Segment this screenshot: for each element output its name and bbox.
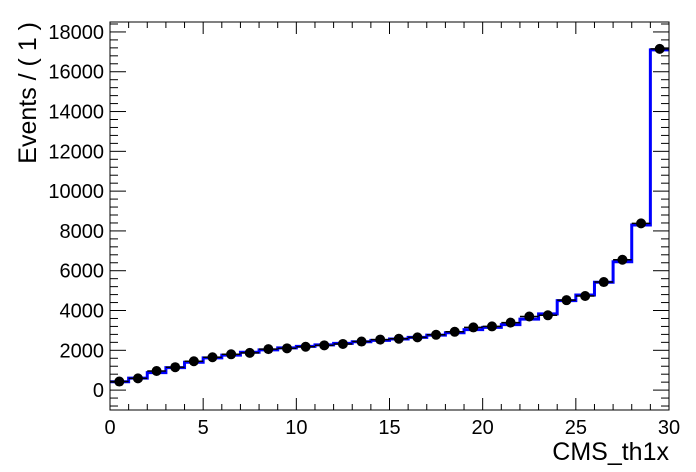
y-tick-label: 8000 bbox=[60, 221, 105, 243]
y-tick-label: 10000 bbox=[48, 181, 104, 203]
data-point bbox=[282, 343, 293, 354]
data-point bbox=[468, 322, 479, 333]
x-axis: 0 5 10 15 20 25 30 bbox=[104, 22, 680, 439]
data-point bbox=[188, 356, 199, 367]
data-point bbox=[654, 43, 665, 54]
data-point bbox=[505, 317, 516, 328]
data-point bbox=[207, 352, 218, 363]
data-point bbox=[300, 341, 311, 352]
x-tick-label: 20 bbox=[472, 417, 494, 439]
y-tick-label: 12000 bbox=[48, 141, 104, 163]
data-point bbox=[598, 277, 609, 288]
data-point bbox=[263, 344, 274, 355]
plot-content bbox=[110, 43, 669, 387]
data-point bbox=[542, 310, 553, 321]
data-point bbox=[617, 254, 628, 265]
y-axis: 0 2000 4000 6000 8000 10000 12000 14000 16000 180… bbox=[48, 22, 669, 407]
data-point bbox=[226, 349, 237, 360]
x-tick-label: 25 bbox=[565, 417, 587, 439]
data-point bbox=[580, 290, 591, 301]
data-point bbox=[337, 338, 348, 349]
data-point bbox=[151, 366, 162, 377]
y-tick-label: 16000 bbox=[48, 62, 104, 84]
data-point bbox=[412, 332, 423, 343]
data-point bbox=[319, 340, 330, 351]
y-tick-label: 18000 bbox=[48, 22, 104, 44]
x-tick-label: 30 bbox=[658, 417, 680, 439]
x-tick-label: 10 bbox=[285, 417, 307, 439]
data-point bbox=[114, 376, 125, 387]
y-tick-label: 0 bbox=[93, 380, 104, 402]
y-tick-label: 2000 bbox=[60, 340, 105, 362]
data-point bbox=[636, 218, 647, 229]
x-tick-label: 15 bbox=[378, 417, 400, 439]
y-tick-label: 4000 bbox=[60, 301, 105, 323]
y-tick-label: 6000 bbox=[60, 261, 105, 283]
data-point bbox=[524, 311, 535, 322]
x-tick-label: 0 bbox=[104, 417, 115, 439]
x-axis-label: CMS_th1x bbox=[552, 438, 669, 466]
data-point bbox=[244, 347, 255, 358]
data-point bbox=[132, 373, 143, 384]
data-point bbox=[431, 329, 442, 340]
data-point bbox=[561, 295, 572, 306]
data-point bbox=[375, 334, 386, 345]
y-tick-label: 14000 bbox=[48, 102, 104, 124]
y-axis-label: Events / ( 1 ) bbox=[14, 22, 42, 164]
x-tick-label: 5 bbox=[198, 417, 209, 439]
data-point bbox=[486, 321, 497, 332]
data-point bbox=[356, 336, 367, 347]
data-point bbox=[393, 333, 404, 344]
data-point bbox=[449, 326, 460, 337]
data-point bbox=[170, 362, 181, 373]
